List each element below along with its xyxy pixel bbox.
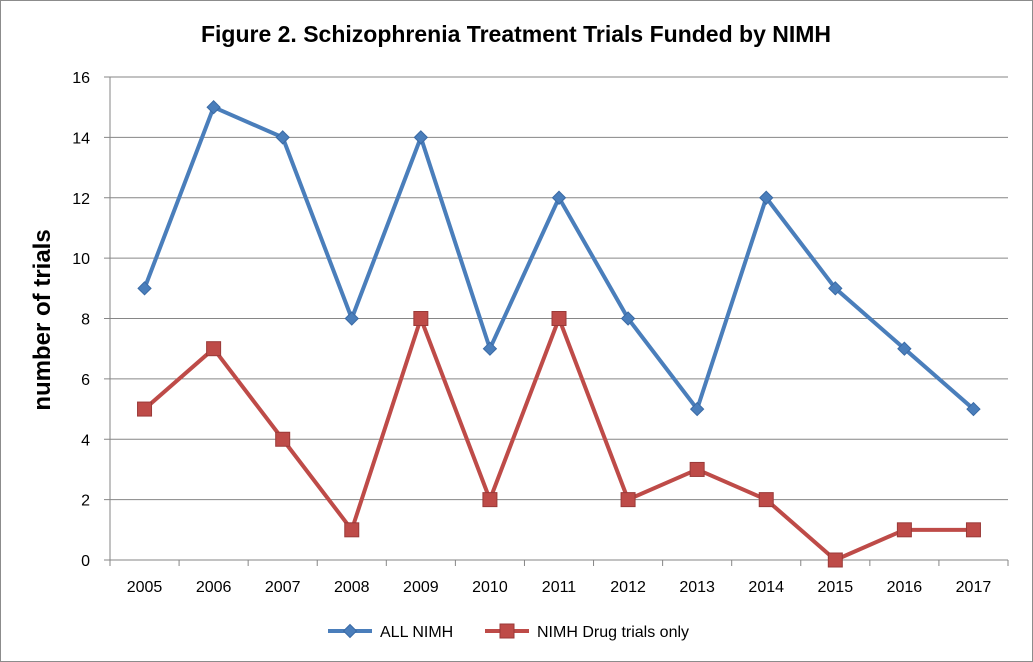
data-point-diamond xyxy=(551,190,567,205)
series-2 xyxy=(137,311,981,568)
x-tick-labels: 2005 2006 2007 2008 2009 2010 2011 2012 2013 2014… xyxy=(127,579,992,596)
legend-entry: ALL NIMH xyxy=(328,623,453,641)
x-tick-label: 2014 xyxy=(748,579,784,596)
data-point-square xyxy=(137,401,153,417)
data-point-square xyxy=(344,522,360,538)
data-point-square xyxy=(758,492,774,508)
y-tick-label: 4 xyxy=(81,432,90,449)
y-tick-label: 8 xyxy=(81,312,90,329)
data-point-diamond xyxy=(206,99,221,115)
x-tick-label: 2007 xyxy=(265,579,301,596)
data-point-diamond xyxy=(966,401,981,417)
x-tick-label: 2016 xyxy=(887,579,923,596)
data-point-diamond xyxy=(275,130,290,145)
x-tick-label: 2017 xyxy=(956,579,992,596)
gridlines xyxy=(110,76,1008,501)
data-point-diamond xyxy=(482,341,498,356)
y-axis-label: number of trials xyxy=(29,229,56,410)
data-point-square xyxy=(965,522,981,538)
data-point-square xyxy=(620,492,636,508)
x-tick-label: 2013 xyxy=(679,579,715,596)
data-point-square xyxy=(275,431,291,447)
data-point-diamond xyxy=(413,130,429,145)
legend: ALL NIMH NIMH Drug trials only xyxy=(328,623,689,641)
legend-marker xyxy=(499,623,515,639)
data-point-diamond xyxy=(828,281,843,296)
data-point-diamond xyxy=(759,190,774,205)
data-point-diamond xyxy=(897,341,912,356)
data-point-diamond xyxy=(620,311,636,326)
series-1 xyxy=(137,99,981,417)
data-point-square xyxy=(551,311,567,326)
x-tick-label: 2015 xyxy=(818,579,854,596)
chart-title: Figure 2. Schizophrenia Treatment Trials… xyxy=(201,21,831,47)
y-tick-label: 2 xyxy=(81,493,90,510)
x-tick-label: 2008 xyxy=(334,579,370,596)
x-tick-label: 2009 xyxy=(403,579,439,596)
series-lines xyxy=(137,99,981,568)
x-tick-label: 2010 xyxy=(472,579,508,596)
x-tick-label: 2006 xyxy=(196,579,232,596)
x-tick-label: 2011 xyxy=(542,579,577,596)
y-tick-labels: 0 2 4 6 8 10 12 14 16 xyxy=(72,70,90,570)
x-tick-label: 2005 xyxy=(127,579,163,596)
y-tick-label: 6 xyxy=(81,372,90,389)
legend-marker xyxy=(342,623,358,639)
axes xyxy=(104,76,1009,566)
data-point-diamond xyxy=(344,311,359,326)
data-point-square xyxy=(206,341,222,357)
data-point-square xyxy=(413,311,429,326)
y-tick-label: 10 xyxy=(72,251,90,268)
y-tick-label: 14 xyxy=(72,130,90,147)
data-point-diamond xyxy=(137,281,152,296)
data-point-square xyxy=(482,492,498,508)
y-tick-label: 0 xyxy=(81,553,90,570)
legend-label: ALL NIMH xyxy=(380,624,453,641)
legend-entry: NIMH Drug trials only xyxy=(485,623,689,641)
x-tick-label: 2012 xyxy=(610,579,646,596)
legend-label: NIMH Drug trials only xyxy=(537,624,689,641)
data-point-square xyxy=(689,461,705,477)
data-point-diamond xyxy=(689,401,705,417)
y-tick-label: 16 xyxy=(72,70,90,87)
data-point-square xyxy=(896,522,912,538)
data-point-square xyxy=(827,552,843,568)
y-tick-label: 12 xyxy=(72,191,90,208)
